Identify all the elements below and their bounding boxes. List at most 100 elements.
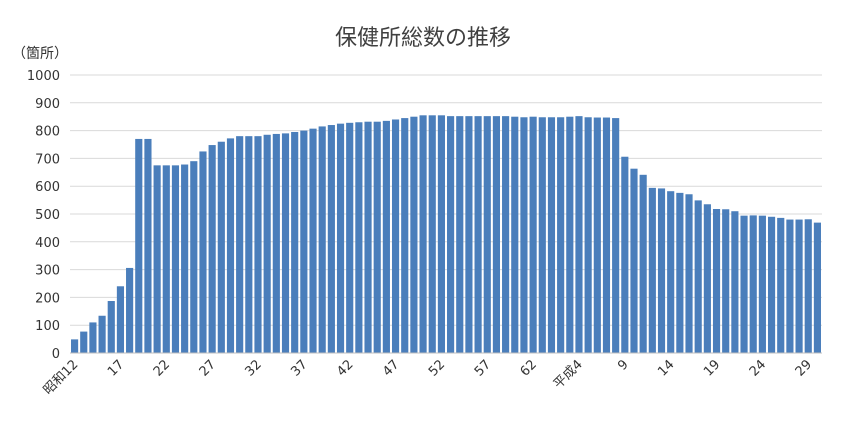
bar xyxy=(355,122,363,353)
bar xyxy=(575,116,583,353)
bar xyxy=(98,315,106,353)
bar xyxy=(593,117,601,353)
bar xyxy=(382,120,390,354)
x-tick-label: 42 xyxy=(334,357,356,379)
bar xyxy=(107,301,115,353)
bar xyxy=(318,126,326,354)
bar xyxy=(584,117,592,353)
x-tick-label: 37 xyxy=(288,357,310,379)
bar xyxy=(208,145,216,353)
bar xyxy=(437,115,445,353)
bar xyxy=(612,118,620,353)
bar xyxy=(520,117,528,353)
bar xyxy=(410,116,418,353)
x-tick-label: 19 xyxy=(701,357,723,379)
bar xyxy=(767,216,776,353)
bar xyxy=(226,138,235,353)
bar xyxy=(511,116,519,353)
x-tick-label: 22 xyxy=(151,357,173,379)
bar xyxy=(199,151,207,353)
bar xyxy=(309,128,317,353)
bar xyxy=(566,116,574,353)
bar xyxy=(300,130,308,353)
x-tick-label: 29 xyxy=(793,357,815,379)
bar xyxy=(272,133,280,353)
bar xyxy=(547,117,556,353)
bar xyxy=(419,115,427,353)
x-tick-label: 57 xyxy=(472,357,494,379)
bar xyxy=(181,164,189,353)
bar xyxy=(116,286,125,353)
bar xyxy=(483,116,491,353)
x-tick-label: 47 xyxy=(380,357,402,379)
bar xyxy=(685,194,693,353)
bar xyxy=(217,141,225,353)
bar xyxy=(327,125,335,353)
bar xyxy=(712,209,721,353)
bar xyxy=(703,204,711,353)
x-tick-labels: 昭和12 17 22 27 32 37 42 47 52 57 62 平成4 9 14 19 24 29 xyxy=(41,357,815,398)
x-tick-label: 27 xyxy=(197,357,219,379)
bar xyxy=(447,116,455,353)
bar xyxy=(758,215,766,353)
bar xyxy=(364,121,372,353)
bar xyxy=(529,116,537,353)
chart-title: 保健所総数の推移 xyxy=(335,26,511,51)
bar xyxy=(291,131,299,353)
bar xyxy=(722,209,730,353)
bar xyxy=(401,118,409,353)
bar xyxy=(336,123,345,354)
bar xyxy=(428,115,436,353)
bar xyxy=(804,219,812,353)
bar xyxy=(740,215,748,353)
bar xyxy=(557,117,565,353)
bar xyxy=(492,116,501,353)
bar xyxy=(749,215,757,353)
bar xyxy=(795,219,803,353)
x-tick-label: 平成4 xyxy=(551,357,586,392)
bar xyxy=(456,116,464,353)
bar xyxy=(80,331,88,353)
y-tick-label: 1000 xyxy=(27,69,60,84)
x-tick-label: 9 xyxy=(615,357,631,373)
bar xyxy=(162,165,170,353)
bars xyxy=(71,115,821,354)
bar xyxy=(263,134,271,353)
bar xyxy=(281,133,290,353)
x-tick-label: 昭和12 xyxy=(41,357,82,398)
bar xyxy=(786,219,794,353)
bar xyxy=(135,138,143,353)
bar xyxy=(538,117,546,353)
x-tick-label: 62 xyxy=(518,357,540,379)
bar xyxy=(621,156,629,353)
bar xyxy=(153,165,161,353)
bar xyxy=(630,168,638,353)
y-tick-label: 300 xyxy=(35,264,60,279)
bar xyxy=(373,121,381,353)
y-tick-label: 700 xyxy=(35,152,60,167)
bar xyxy=(465,116,473,353)
y-tick-label: 400 xyxy=(35,236,60,251)
bar xyxy=(676,192,684,353)
bar xyxy=(254,136,262,353)
x-tick-label: 32 xyxy=(243,357,265,379)
bar xyxy=(502,116,510,353)
bar xyxy=(245,136,253,353)
y-tick-label: 0 xyxy=(52,347,60,362)
y-tick-label: 900 xyxy=(35,97,60,112)
bar xyxy=(190,161,198,353)
y-axis-unit-label: （箇所） xyxy=(12,45,68,62)
bar xyxy=(236,136,244,353)
x-tick-label: 24 xyxy=(747,357,769,379)
bar xyxy=(639,174,647,353)
x-tick-label: 17 xyxy=(105,357,127,379)
y-tick-label: 600 xyxy=(35,180,60,195)
bar xyxy=(602,117,611,353)
bar xyxy=(474,116,482,353)
bar xyxy=(657,188,666,353)
bar xyxy=(126,267,134,353)
bar xyxy=(731,211,739,353)
bar xyxy=(144,138,152,353)
